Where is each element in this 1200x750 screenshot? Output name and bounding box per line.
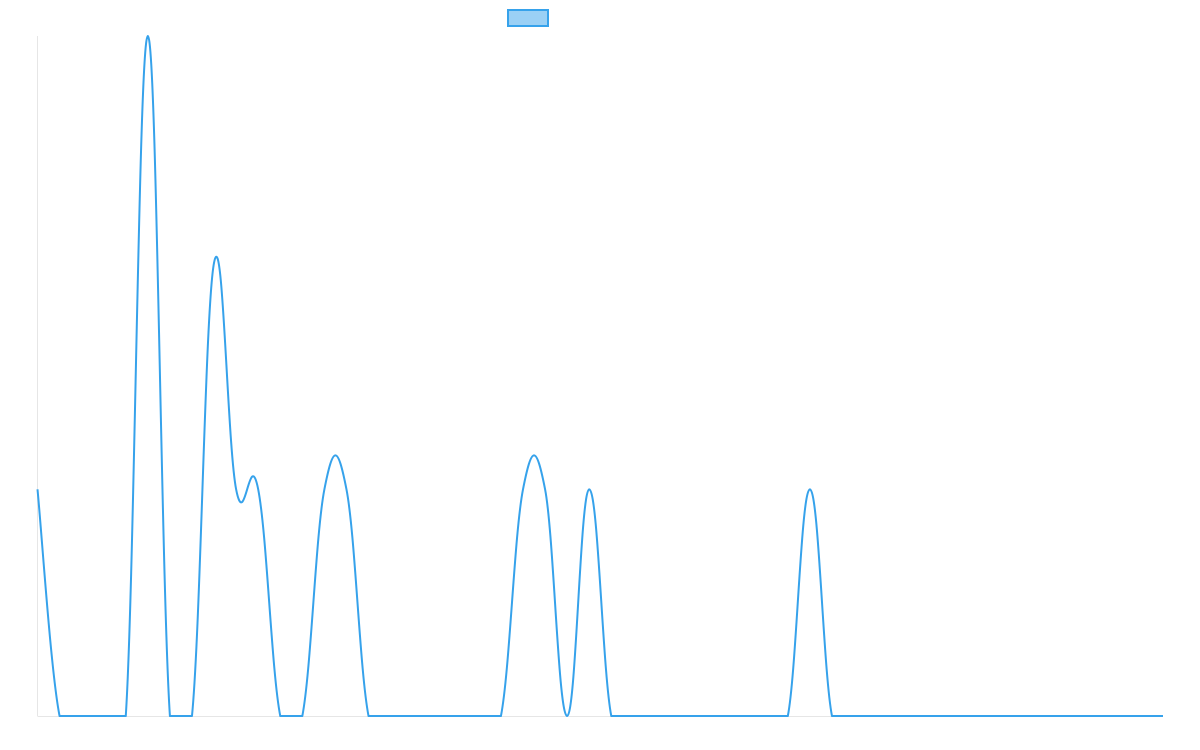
series-line-0 bbox=[36, 35, 1163, 717]
legend[interactable] bbox=[507, 9, 549, 27]
series-layer bbox=[36, 35, 1163, 717]
legend-swatch[interactable] bbox=[507, 9, 549, 27]
